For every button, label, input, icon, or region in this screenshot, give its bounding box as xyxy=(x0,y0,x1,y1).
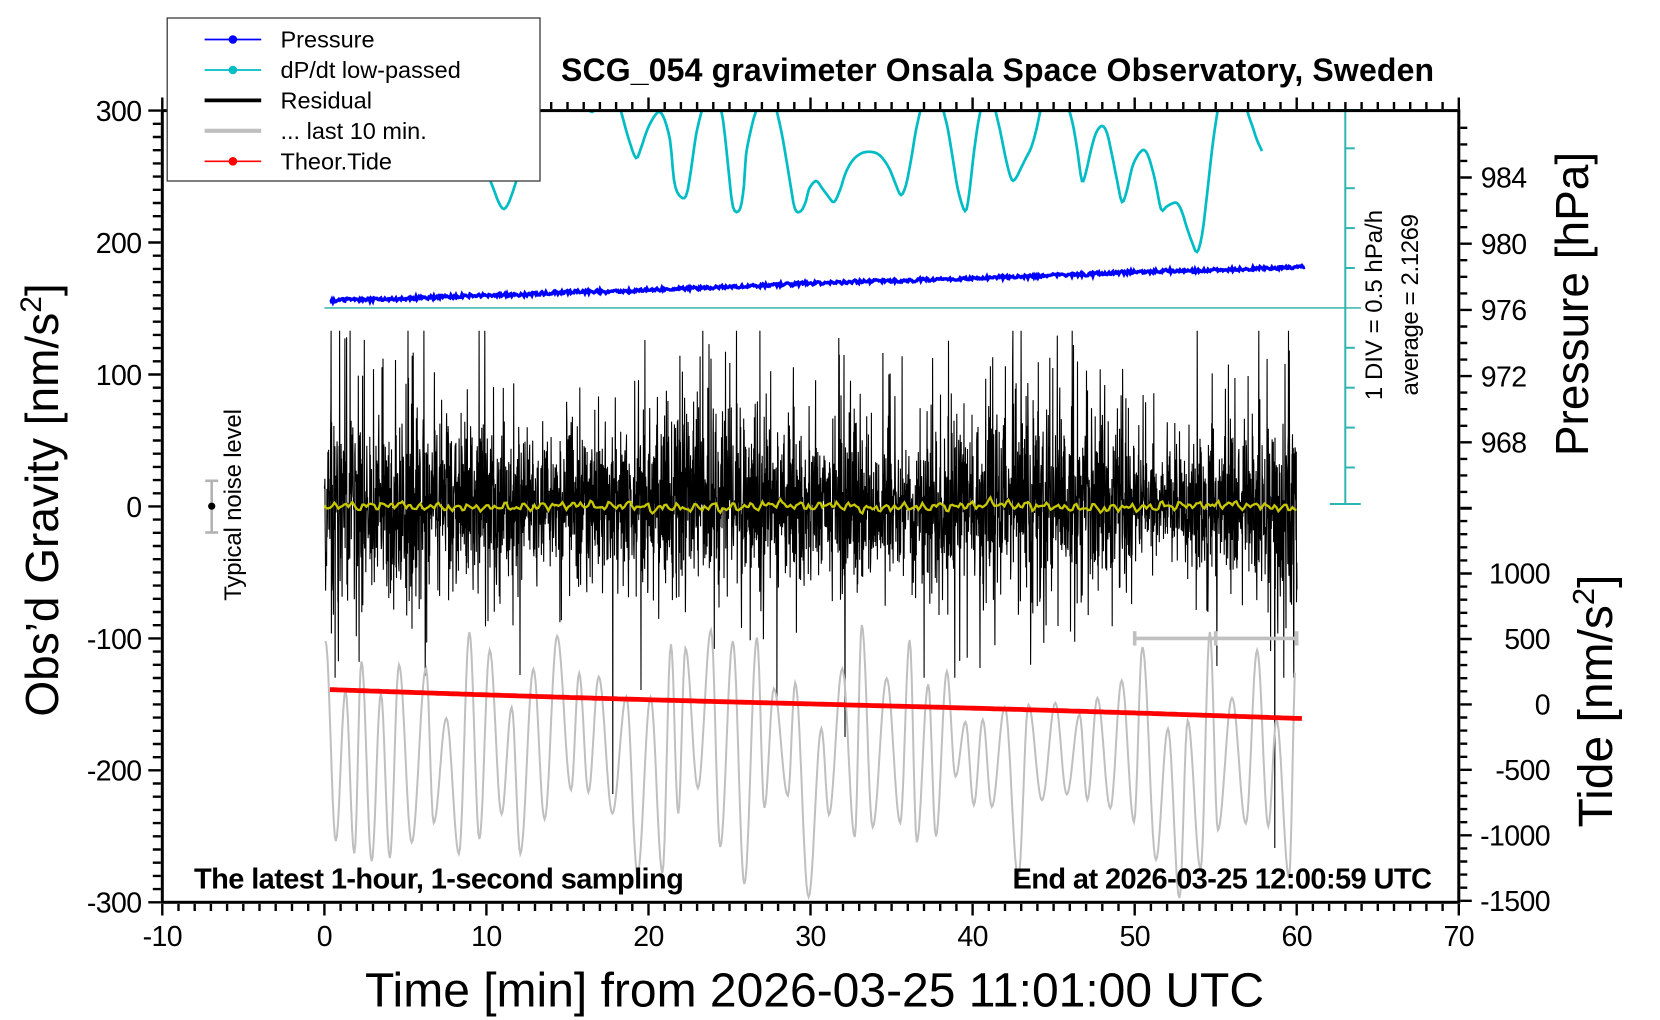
svg-text:Typical noise level: Typical noise level xyxy=(220,409,247,601)
svg-text:70: 70 xyxy=(1444,921,1475,953)
svg-text:dP/dt low-passed: dP/dt low-passed xyxy=(281,57,461,83)
svg-text:1000: 1000 xyxy=(1489,559,1550,591)
svg-text:60: 60 xyxy=(1281,921,1312,953)
svg-text:200: 200 xyxy=(96,228,142,260)
svg-text:Pressure [hPa]: Pressure [hPa] xyxy=(1546,152,1598,456)
svg-text:980: 980 xyxy=(1481,229,1527,261)
svg-text:-1500: -1500 xyxy=(1480,886,1550,918)
svg-text:40: 40 xyxy=(957,921,988,953)
svg-text:984: 984 xyxy=(1481,163,1528,195)
svg-text:0: 0 xyxy=(126,492,141,524)
svg-text:1 DIV = 0.5 hPa/h: 1 DIV = 0.5 hPa/h xyxy=(1361,210,1388,400)
svg-text:30: 30 xyxy=(795,921,826,953)
svg-text:-300: -300 xyxy=(87,888,142,920)
svg-text:-100: -100 xyxy=(87,624,142,656)
svg-text:0: 0 xyxy=(1535,690,1550,722)
svg-text:0: 0 xyxy=(317,921,332,953)
svg-text:Pressure: Pressure xyxy=(281,27,375,53)
svg-text:End at 2026-03-25 12:00:59 UTC: End at 2026-03-25 12:00:59 UTC xyxy=(1013,864,1432,896)
svg-text:976: 976 xyxy=(1481,295,1527,327)
svg-text:Time [min] from 2026-03-25 11:: Time [min] from 2026-03-25 11:01:00 UTC xyxy=(365,965,1264,1018)
svg-text:The latest 1-hour, 1-second sa: The latest 1-hour, 1-second sampling xyxy=(194,864,683,896)
svg-text:Theor.Tide: Theor.Tide xyxy=(281,149,392,175)
svg-text:968: 968 xyxy=(1481,428,1527,460)
svg-text:10: 10 xyxy=(471,921,502,953)
svg-text:500: 500 xyxy=(1504,624,1550,656)
svg-text:Residual: Residual xyxy=(281,88,372,114)
svg-text:100: 100 xyxy=(96,360,142,392)
svg-text:SCG_054 gravimeter Onsala Spac: SCG_054 gravimeter Onsala Space Observat… xyxy=(561,52,1434,88)
svg-text:-200: -200 xyxy=(87,756,142,788)
svg-text:average = 2.1269: average = 2.1269 xyxy=(1397,214,1424,395)
svg-text:972: 972 xyxy=(1481,361,1527,393)
svg-text:300: 300 xyxy=(96,96,142,128)
svg-text:20: 20 xyxy=(633,921,664,953)
svg-text:... last 10 min.: ... last 10 min. xyxy=(281,118,427,144)
svg-text:Tide [nm/s2]: Tide [nm/s2] xyxy=(1566,575,1623,828)
svg-text:-500: -500 xyxy=(1495,755,1550,787)
svg-text:Obs’d Gravity [nm/s2]: Obs’d Gravity [nm/s2] xyxy=(15,283,68,716)
svg-text:-1000: -1000 xyxy=(1480,821,1550,853)
svg-text:-10: -10 xyxy=(143,921,182,953)
svg-text:50: 50 xyxy=(1119,921,1150,953)
